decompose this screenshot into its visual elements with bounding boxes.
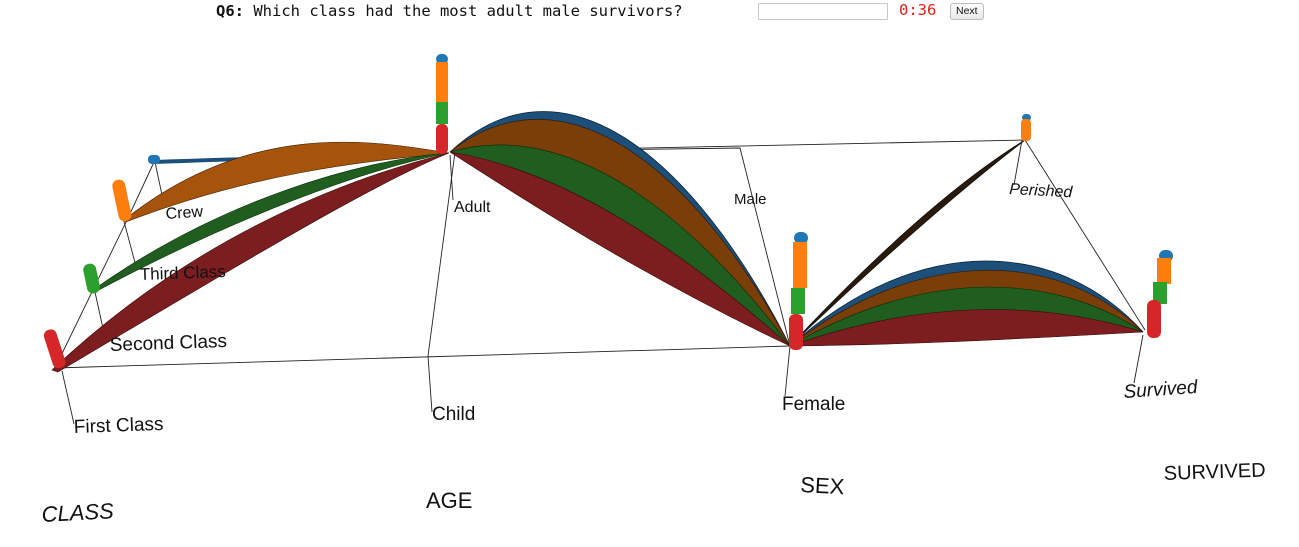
label-third-class: Third Class xyxy=(139,262,226,284)
bar-first-class[interactable] xyxy=(42,328,67,370)
bar-adult[interactable] xyxy=(436,54,448,154)
category-labels: First Class Second Class Third Class Cre… xyxy=(73,181,1199,438)
next-button[interactable]: Next xyxy=(950,3,984,20)
dimension-age: AGE xyxy=(426,488,472,513)
label-male: Male xyxy=(734,191,767,208)
label-child: Child xyxy=(432,404,475,425)
bar-perished[interactable] xyxy=(1021,114,1031,141)
sex-survived-ribbons xyxy=(789,139,1144,347)
countdown-timer: 0:36 xyxy=(899,1,937,19)
question-bar: Q6: Which class had the most adult male … xyxy=(0,0,1299,24)
label-perished: Perished xyxy=(1009,181,1074,201)
axis-lines xyxy=(54,139,1146,425)
question-body: Which class had the most adult male surv… xyxy=(253,2,683,20)
category-bars xyxy=(42,54,1173,370)
class-age-ribbons xyxy=(51,141,450,373)
bar-second-class[interactable] xyxy=(82,263,101,295)
age-sex-ribbons xyxy=(449,111,791,347)
bar-crew[interactable] xyxy=(148,155,160,164)
label-female: Female xyxy=(782,394,845,415)
label-survived: Survived xyxy=(1123,377,1200,403)
label-first-class: First Class xyxy=(73,414,163,438)
bar-third-class[interactable] xyxy=(111,179,132,223)
label-crew: Crew xyxy=(165,203,204,223)
dimension-sex: SEX xyxy=(800,472,846,499)
ribbon-female-survived-first xyxy=(789,309,1144,347)
question-number: Q6: xyxy=(216,2,244,20)
bar-female[interactable] xyxy=(789,232,808,350)
dimension-class: CLASS xyxy=(41,498,115,527)
answer-input[interactable] xyxy=(758,3,888,20)
bar-survived[interactable] xyxy=(1147,250,1173,338)
dimension-survived: SURVIVED xyxy=(1163,459,1266,485)
ribbon-first-adult xyxy=(51,152,450,373)
question-text: Q6: Which class had the most adult male … xyxy=(216,2,683,20)
dimension-labels: CLASS AGE SEX SURVIVED xyxy=(41,459,1266,527)
label-adult: Adult xyxy=(454,199,491,216)
label-second-class: Second Class xyxy=(109,331,227,356)
